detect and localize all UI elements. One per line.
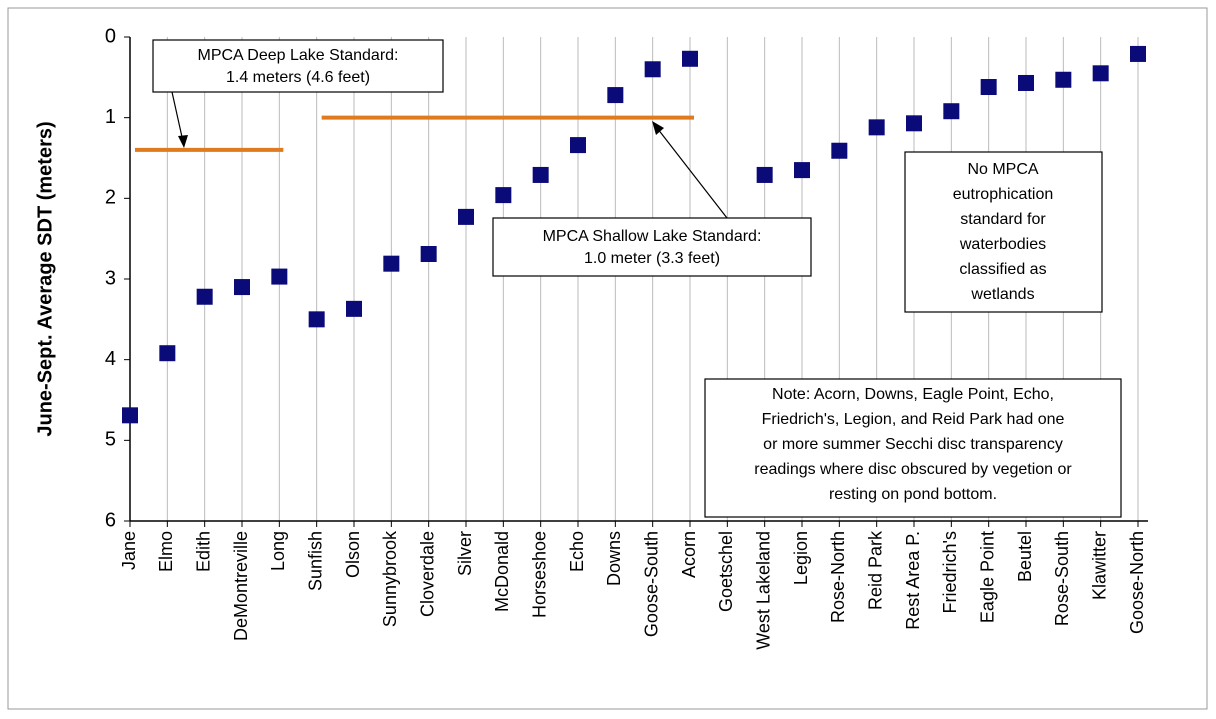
y-tick-label: 4 [105,348,116,370]
shallow-standard-box [492,217,812,277]
x-tick-label: West Lakeland [753,531,773,650]
point [682,50,698,67]
deep-standard-box [152,39,444,93]
x-tick-label: Goose-South [641,531,661,637]
point [1092,65,1109,82]
x-tick-label: Sunnybrook [380,530,400,627]
x-tick-label: Goetschel [716,531,736,612]
point [458,208,474,225]
point [943,103,960,120]
x-tick-label: Sunfish [305,531,325,591]
annotation-line: wetlands [970,286,1034,303]
x-tick-label: Friedrich's [940,531,960,613]
x-tick-label: Goose-North [1127,531,1147,634]
annotation-line: resting on pond bottom. [829,486,997,503]
point [906,115,922,132]
point [831,142,848,159]
x-tick-label: Rose-North [828,531,848,623]
point [756,166,773,183]
annotation-line: eutrophication [953,186,1054,203]
x-tick-label: Beutel [1015,531,1035,582]
point [644,61,661,78]
x-tick-label: Rest Area P. [903,531,923,630]
point [980,79,997,96]
x-tick-label: Long [268,531,288,571]
x-tick-label: Silver [455,531,475,576]
x-tick-label: Elmo [156,531,176,572]
point [532,166,549,183]
arrow [653,123,728,219]
x-tick-label: DeMontreville [231,531,251,641]
annotation-line: Friedrich's, Legion, and Reid Park had o… [762,411,1065,428]
point [271,268,288,285]
point [607,87,624,104]
annotation-line: standard for [960,211,1046,228]
x-tick-label: Legion [791,531,811,585]
point [495,187,512,204]
x-tick-label: Reid Park [865,530,885,610]
arrowhead [178,135,188,148]
annotation-line: readings where disc obscured by vegetion… [754,461,1072,478]
annotation-line: 1.4 meters (4.6 feet) [226,69,370,86]
x-tick-label: Eagle Point [977,531,997,623]
point [794,162,810,179]
point [570,137,586,154]
point [868,119,885,136]
x-tick-label: Downs [604,531,624,586]
x-tick-label: Klawitter [1089,531,1109,600]
x-tick-label: Jane [119,531,139,570]
annotation-line: MPCA Deep Lake Standard: [197,47,398,64]
point [159,345,176,362]
x-tick-label: Cloverdale [417,531,437,617]
annotation-line: classified as [959,261,1046,278]
y-tick-label: 2 [105,187,116,209]
note-box [704,378,1122,518]
x-tick-label: Echo [567,531,587,572]
point [234,279,250,296]
point [383,255,400,272]
frame [7,7,1208,710]
annotation-line: 1.0 meter (3.3 feet) [584,250,720,267]
annotation-line: or more summer Secchi disc transparency [763,436,1063,453]
annotation-line: MPCA Shallow Lake Standard: [543,228,762,245]
y-tick-label: 5 [105,429,116,451]
point [122,407,138,424]
point [1018,74,1034,91]
x-tick-label: Acorn [679,531,699,578]
x-tick-label: McDonald [492,531,512,612]
point [308,311,325,328]
point [1130,45,1146,62]
point [346,300,362,317]
arrowhead [652,121,664,135]
x-tick-label: Edith [193,531,213,572]
annotation-line: No MPCA [967,161,1038,178]
y-tick-label: 1 [105,106,116,128]
wetland-note-box [904,151,1103,313]
annotation-line: Note: Acorn, Downs, Eagle Point, Echo, [772,386,1054,403]
x-tick-label: Rose-South [1052,531,1072,626]
y-axis-label: June-Sept. Average SDT (meters) [34,121,56,436]
annotation-line: waterbodies [959,236,1046,253]
point [196,288,213,305]
x-tick-label: Horseshoe [529,531,549,618]
y-tick-label: 3 [105,267,116,289]
y-tick-label: 0 [105,25,116,47]
x-tick-label: Olson [343,531,363,578]
point [420,245,437,262]
point [1055,71,1072,88]
y-tick-label: 6 [105,509,116,531]
